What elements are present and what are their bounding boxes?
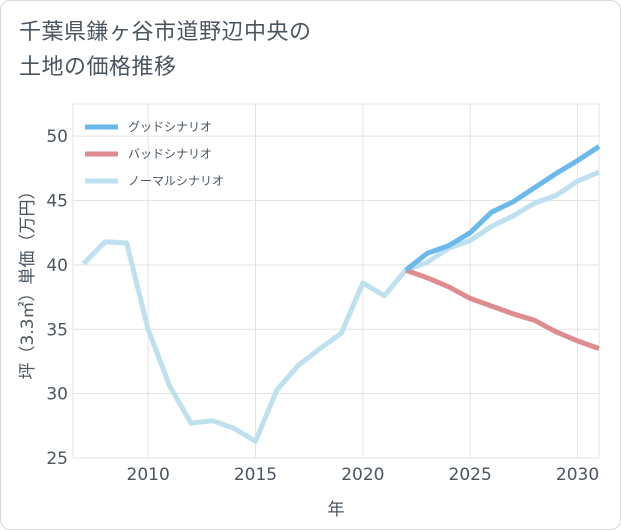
chart-title: 千葉県鎌ヶ谷市道野辺中央の 土地の価格推移	[19, 15, 312, 85]
y-axis-label: 坪（3.3㎡）単価（万円）	[18, 182, 38, 379]
y-tick-label: 25	[46, 449, 68, 469]
series-lines	[81, 144, 601, 444]
x-tick-label: 2020	[341, 465, 384, 485]
y-tick-label: 35	[46, 320, 68, 340]
y-tick-label: 50	[46, 127, 68, 147]
x-axis-label: 年	[328, 500, 345, 520]
x-tick-label: 2030	[556, 465, 599, 485]
x-tick-label: 2015	[234, 465, 277, 485]
legend-label-bad: バッドシナリオ	[128, 147, 212, 161]
chart-title-line-2: 土地の価格推移	[19, 55, 177, 80]
chart-title-line-1: 千葉県鎌ヶ谷市道野辺中央の	[19, 20, 312, 45]
grid-lines	[73, 104, 599, 459]
legend-label-good: グッドシナリオ	[128, 120, 212, 134]
x-axis-ticks: 2010 2015 2020 2025 2030	[127, 465, 600, 485]
x-tick-label: 2025	[449, 465, 492, 485]
y-tick-label: 45	[46, 192, 68, 212]
series-line-normal	[81, 169, 600, 444]
x-tick-label: 2010	[127, 465, 170, 485]
plot-area	[72, 103, 600, 459]
series-line-bad	[404, 267, 600, 351]
y-axis-ticks: 25 30 35 40 45 50	[46, 127, 68, 469]
legend-label-normal: ノーマルシナリオ	[128, 174, 224, 188]
y-tick-label: 30	[46, 385, 68, 405]
series-line-good	[404, 144, 601, 273]
y-tick-label: 40	[46, 256, 68, 276]
